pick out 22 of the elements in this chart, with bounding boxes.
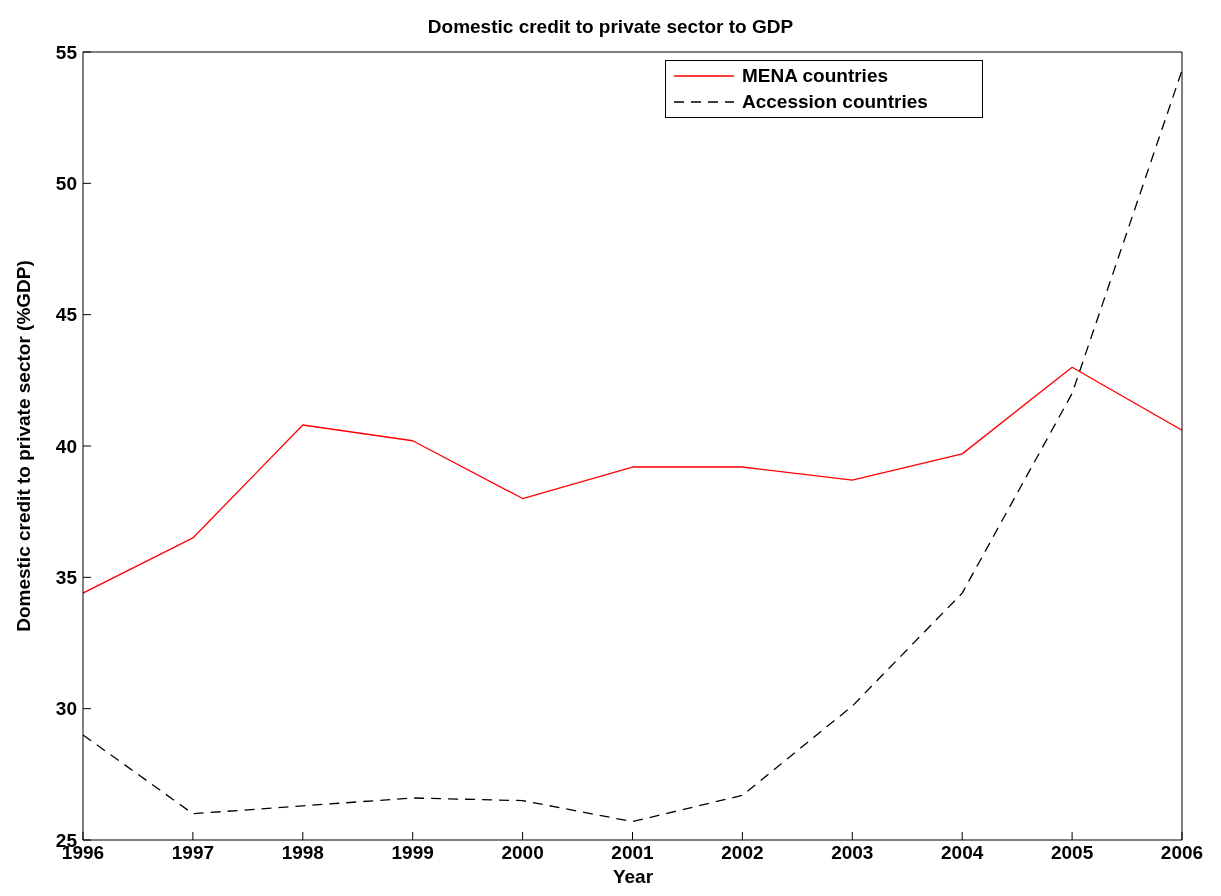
x-tick-label: 2003: [831, 842, 874, 864]
x-tick-label: 2002: [721, 842, 764, 864]
x-tick-label: 1999: [391, 842, 434, 864]
y-tick-label: 55: [55, 41, 78, 63]
legend-label: Accession countries: [742, 91, 928, 113]
y-tick-label: 50: [55, 173, 77, 195]
y-tick-label: 30: [55, 698, 77, 720]
x-tick-label: 2006: [1160, 842, 1204, 864]
chart-title: Domestic credit to private sector to GDP: [426, 16, 795, 38]
y-tick-label: 40: [55, 435, 77, 457]
line-series: [83, 366, 1182, 594]
x-tick-label: 2004: [941, 842, 984, 864]
x-tick-label: 1997: [171, 842, 215, 864]
x-tick-label: 2005: [1050, 842, 1094, 864]
y-tick-label: 45: [55, 304, 78, 326]
y-axis-title: Domestic credit to private sector (%GDP): [13, 259, 35, 632]
legend-label: MENA countries: [742, 65, 889, 87]
x-tick-label: 1998: [281, 842, 324, 864]
x-tick-label: 2001: [611, 842, 655, 864]
x-tick-label: 2000: [501, 842, 544, 864]
y-tick-label: 35: [55, 567, 78, 589]
x-axis-title: Year: [611, 866, 655, 888]
